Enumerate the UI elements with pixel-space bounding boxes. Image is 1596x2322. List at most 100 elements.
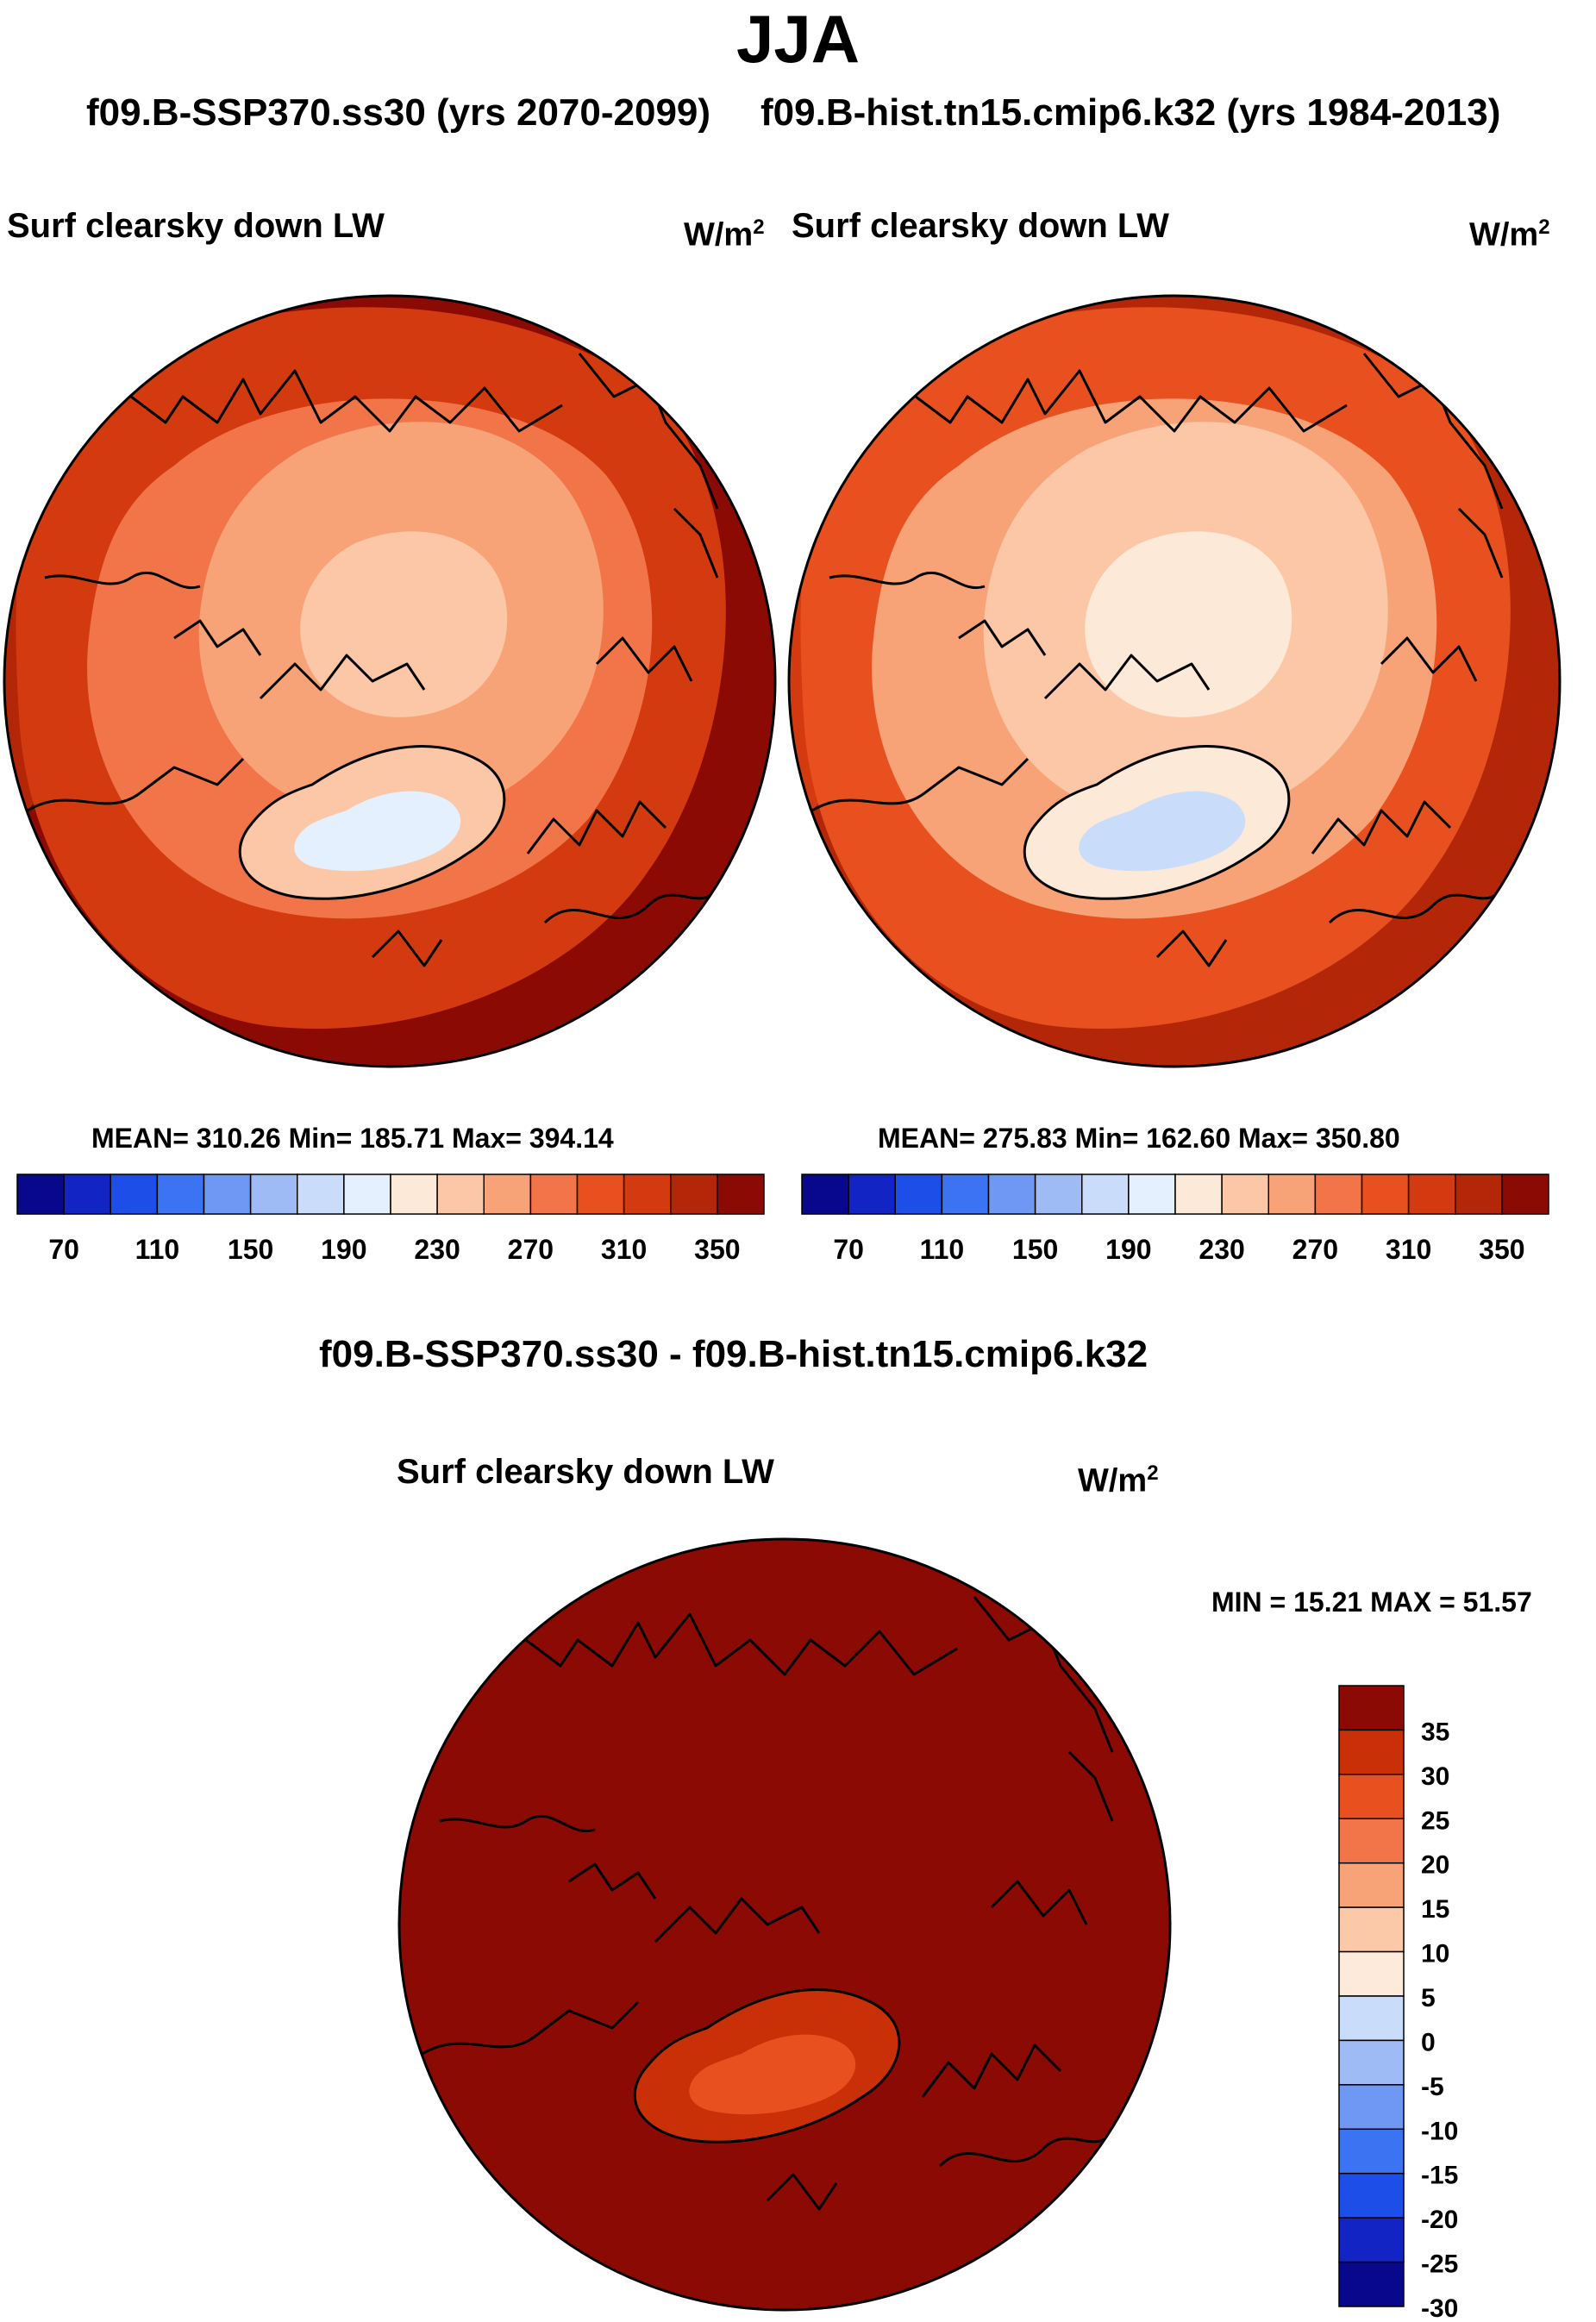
colorbar-swatch [670, 1174, 718, 1215]
colorbar-tick-label: 150 [228, 1234, 273, 1265]
map-boundary [3, 294, 777, 1068]
colorbar-swatch [297, 1174, 345, 1215]
coastline-3 [27, 757, 245, 812]
colorbar-swatch [436, 1174, 485, 1215]
colorbar-tick-label: 350 [694, 1234, 740, 1265]
colorbar-swatch [203, 1174, 252, 1215]
colorbar-swatch [63, 1174, 111, 1215]
colorbar-tick-label: 150 [1012, 1234, 1058, 1265]
coastline-11 [1067, 1750, 1114, 1822]
colorbar-tick-label: 20 [1421, 1851, 1449, 1880]
coastline-6 [526, 800, 667, 854]
polar-map-left [4, 296, 775, 1067]
panel-right-stats: MEAN= 275.83 Min= 162.60 Max= 350.80 [878, 1123, 1400, 1154]
subtitle-control-case: f09.B-hist.tn15.cmip6.k32 (yrs 1984-2013… [760, 91, 1501, 134]
coastline-5 [633, 1988, 901, 2144]
colorbar-swatch [1338, 1995, 1405, 2042]
polar-map-difference [399, 1539, 1170, 2310]
colorbar-swatch [1221, 1174, 1269, 1215]
colorbar-tick-label: -30 [1421, 2294, 1458, 2322]
colorbar-tick-label: -20 [1421, 2206, 1458, 2234]
colorbar-tick-label: 30 [1421, 1762, 1449, 1791]
coastline-9 [1380, 636, 1478, 682]
coastline-10 [958, 619, 1047, 656]
coastline-2 [439, 1814, 596, 1833]
colorbar-swatch [1338, 2039, 1405, 2086]
panel-left-units: W/m2 [684, 216, 765, 253]
colorbar-swatch [623, 1174, 672, 1215]
coastline-7 [1328, 887, 1504, 924]
colorbar-swatch [801, 1174, 849, 1215]
colorbar-swatch [156, 1174, 205, 1215]
colorbar-tick-label: 270 [1292, 1234, 1338, 1265]
colorbar-tick-label: 70 [48, 1234, 79, 1265]
colorbar-swatch [390, 1174, 438, 1215]
coastline-8 [371, 929, 443, 967]
panel-diff-stats: MIN = 15.21 MAX = 51.57 [1211, 1587, 1532, 1618]
colorbar-swatch [1338, 1685, 1405, 1731]
contour-region-arcticLow [1085, 531, 1292, 717]
colorbar-tick-label: 15 [1421, 1895, 1449, 1924]
colorbar-swatch [576, 1174, 625, 1215]
coastline-2 [829, 571, 986, 590]
colorbar-swatch [894, 1174, 943, 1215]
colorbar-tick-label: 310 [601, 1234, 647, 1265]
colorbar-swatch [1338, 1729, 1405, 1775]
coastline-4 [1043, 654, 1211, 700]
coastline-0 [525, 1612, 958, 1676]
panel-diff-units: W/m2 [1078, 1461, 1159, 1499]
colorbar-swatch [1338, 2172, 1405, 2219]
colorbar-tick-label: 0 [1421, 2028, 1436, 2056]
colorbar-swatch [1338, 2084, 1405, 2131]
coastline-9 [990, 1880, 1088, 1925]
colorbar-swatch [1501, 1174, 1549, 1215]
colorbar-swatch [717, 1174, 765, 1215]
colorbar-swatch [1407, 1174, 1456, 1215]
contour-region-greenland3 [1126, 822, 1211, 860]
colorbar-swatch [1338, 1862, 1405, 1908]
colorbar-tick-label: 230 [1199, 1234, 1244, 1265]
colorbar-swatch [16, 1174, 65, 1215]
colorbar-swatch [1338, 1774, 1405, 1820]
colorbar-tick-label: 70 [833, 1234, 864, 1265]
colorbar-tick-label: 10 [1421, 1940, 1449, 1968]
colorbar-tick-label: 5 [1421, 1984, 1436, 2012]
colorbar-swatch [848, 1174, 896, 1215]
coastline-4 [654, 1897, 821, 1943]
colorbar-swatch [343, 1174, 391, 1215]
colorbar-swatch [529, 1174, 579, 1215]
difference-heading: f09.B-SSP370.ss30 - f09.B-hist.tn15.cmip… [319, 1333, 1148, 1375]
colorbar-tick-label: 270 [508, 1234, 554, 1265]
map-boundary [397, 1537, 1172, 2312]
contour-region-arcticLow [695, 1774, 903, 1961]
subtitle-test-case: f09.B-SSP370.ss30 (yrs 2070-2099) [86, 91, 711, 134]
colorbar-swatch [1361, 1174, 1410, 1215]
coastline-8 [1155, 929, 1228, 967]
coastline-3 [422, 2000, 640, 2056]
panel-right-units: W/m2 [1469, 216, 1550, 253]
panel-left-title: Surf clearsky down LW [7, 207, 385, 245]
colorbar-tick-label: 110 [135, 1234, 180, 1265]
colorbar-swatch [1314, 1174, 1363, 1215]
colorbar-swatch [483, 1174, 532, 1215]
colorbar-tick-label: 190 [321, 1234, 366, 1265]
colorbar-swatch [1338, 1950, 1405, 1997]
polar-map-right [789, 296, 1560, 1067]
coastline-0 [130, 369, 563, 433]
colorbar-swatch [1338, 1906, 1405, 1953]
coastline-0 [915, 369, 1348, 433]
contour-region-greenland3 [736, 2065, 821, 2103]
colorbar-swatch [1128, 1174, 1176, 1215]
colorbar-tick-label: -5 [1421, 2073, 1444, 2101]
colorbar-swatch [987, 1174, 1036, 1215]
coastline-2 [44, 571, 201, 590]
map-boundary [787, 294, 1562, 1068]
colorbar-swatch [1455, 1174, 1503, 1215]
colorbar-tick-label: 230 [414, 1234, 460, 1265]
colorbar-right: 70 110 150 190 230 270 310 350 [801, 1174, 1549, 1265]
coastline-11 [673, 507, 719, 579]
coastline-3 [811, 757, 1030, 812]
panel-diff-title: Surf clearsky down LW [397, 1453, 774, 1491]
